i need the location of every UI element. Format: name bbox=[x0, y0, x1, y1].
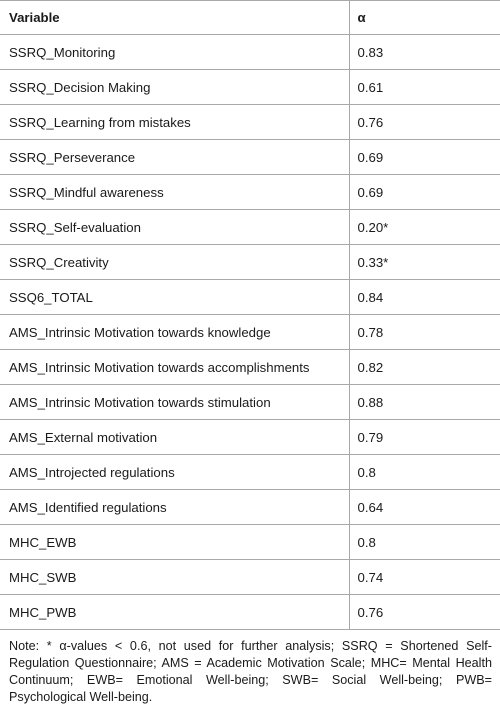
cell-variable: SSRQ_Mindful awareness bbox=[0, 174, 349, 210]
table-row: SSRQ_Perseverance 0.69 bbox=[0, 139, 500, 175]
cell-variable: SSRQ_Perseverance bbox=[0, 139, 349, 175]
cell-alpha: 0.78 bbox=[348, 314, 500, 350]
cell-variable: AMS_Intrinsic Motivation towards accompl… bbox=[0, 349, 349, 385]
table-header-row: Variable α bbox=[0, 0, 500, 35]
table-body: SSRQ_Monitoring 0.83 SSRQ_Decision Makin… bbox=[0, 34, 500, 630]
table-row: AMS_Identified regulations 0.64 bbox=[0, 489, 500, 525]
header-alpha: α bbox=[348, 0, 500, 35]
cell-alpha: 0.82 bbox=[348, 349, 500, 385]
table-row: MHC_EWB 0.8 bbox=[0, 524, 500, 560]
cell-variable: SSRQ_Decision Making bbox=[0, 69, 349, 105]
cell-variable: SSRQ_Creativity bbox=[0, 244, 349, 280]
table-row: SSRQ_Creativity 0.33* bbox=[0, 244, 500, 280]
cell-alpha: 0.69 bbox=[348, 139, 500, 175]
cell-variable: AMS_External motivation bbox=[0, 419, 349, 455]
cell-variable: MHC_SWB bbox=[0, 559, 349, 595]
cell-alpha: 0.20* bbox=[348, 209, 500, 245]
table-row: MHC_PWB 0.76 bbox=[0, 594, 500, 630]
table-row: AMS_External motivation 0.79 bbox=[0, 419, 500, 455]
cell-alpha: 0.8 bbox=[348, 454, 500, 490]
table-row: AMS_Intrinsic Motivation towards stimula… bbox=[0, 384, 500, 420]
cell-alpha: 0.33* bbox=[348, 244, 500, 280]
table-row: SSRQ_Decision Making 0.61 bbox=[0, 69, 500, 105]
cell-alpha: 0.76 bbox=[348, 104, 500, 140]
cell-variable: AMS_Intrinsic Motivation towards knowled… bbox=[0, 314, 349, 350]
cell-variable: MHC_PWB bbox=[0, 594, 349, 630]
cell-variable: SSQ6_TOTAL bbox=[0, 279, 349, 315]
cell-variable: SSRQ_Monitoring bbox=[0, 34, 349, 70]
cell-alpha: 0.61 bbox=[348, 69, 500, 105]
table-row: AMS_Intrinsic Motivation towards accompl… bbox=[0, 349, 500, 385]
cell-variable: AMS_Intrinsic Motivation towards stimula… bbox=[0, 384, 349, 420]
cell-alpha: 0.84 bbox=[348, 279, 500, 315]
table-row: SSRQ_Mindful awareness 0.69 bbox=[0, 174, 500, 210]
table-row: MHC_SWB 0.74 bbox=[0, 559, 500, 595]
header-variable: Variable bbox=[0, 0, 349, 35]
table-row: AMS_Intrinsic Motivation towards knowled… bbox=[0, 314, 500, 350]
cell-variable: AMS_Identified regulations bbox=[0, 489, 349, 525]
cell-alpha: 0.79 bbox=[348, 419, 500, 455]
cell-variable: SSRQ_Learning from mistakes bbox=[0, 104, 349, 140]
cell-alpha: 0.74 bbox=[348, 559, 500, 595]
cell-alpha: 0.88 bbox=[348, 384, 500, 420]
cell-alpha: 0.76 bbox=[348, 594, 500, 630]
reliability-table: Variable α SSRQ_Monitoring 0.83 SSRQ_Dec… bbox=[0, 0, 500, 630]
table-row: SSRQ_Self-evaluation 0.20* bbox=[0, 209, 500, 245]
cell-alpha: 0.69 bbox=[348, 174, 500, 210]
table-row: AMS_Introjected regulations 0.8 bbox=[0, 454, 500, 490]
cell-alpha: 0.64 bbox=[348, 489, 500, 525]
cell-variable: AMS_Introjected regulations bbox=[0, 454, 349, 490]
cell-variable: SSRQ_Self-evaluation bbox=[0, 209, 349, 245]
table-row: SSQ6_TOTAL 0.84 bbox=[0, 279, 500, 315]
table-note: Note: * α-values < 0.6, not used for fur… bbox=[9, 639, 492, 704]
table-row: SSRQ_Monitoring 0.83 bbox=[0, 34, 500, 70]
cell-variable: MHC_EWB bbox=[0, 524, 349, 560]
table-row: SSRQ_Learning from mistakes 0.76 bbox=[0, 104, 500, 140]
cell-alpha: 0.8 bbox=[348, 524, 500, 560]
cell-alpha: 0.83 bbox=[348, 34, 500, 70]
